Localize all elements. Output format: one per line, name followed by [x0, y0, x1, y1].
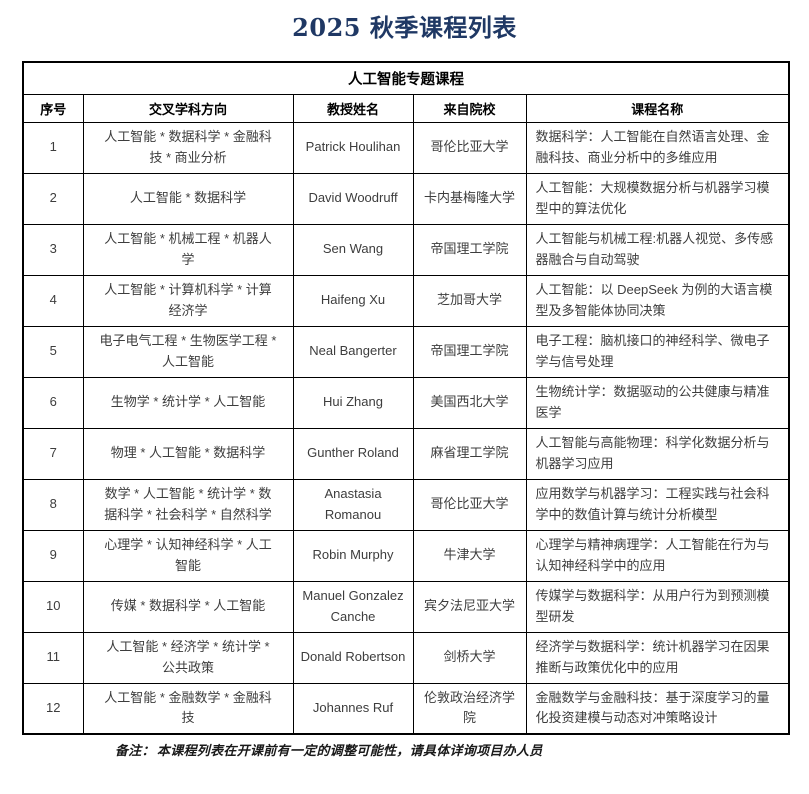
cell-professor: Patrick Houlihan	[292, 121, 414, 174]
table-row: 9 心理学 * 认知神经科学 * 人工智能 Robin Murphy 牛津大学 心理学与…	[22, 529, 790, 582]
cell-no: 11	[22, 631, 84, 684]
table-group-header-row: 人工智能专题课程	[22, 61, 790, 95]
cell-professor: Haifeng Xu	[292, 274, 414, 327]
cell-direction: 人工智能 * 经济学 * 统计学 * 公共政策	[82, 631, 294, 684]
cell-direction: 物理 * 人工智能 * 数据科学	[82, 427, 294, 480]
cell-university: 剑桥大学	[412, 631, 527, 684]
table-row: 12 人工智能 * 金融数学 * 金融科技 Johannes Ruf 伦敦政治经济学院…	[22, 682, 790, 735]
cell-professor: Sen Wang	[292, 223, 414, 276]
cell-professor: Manuel Gonzalez Canche	[292, 580, 414, 633]
cell-course: 电子工程：脑机接口的神经科学、微电子学与信号处理	[525, 325, 790, 378]
cell-course: 金融数学与金融科技：基于深度学习的量化投资建模与动态对冲策略设计	[525, 682, 790, 735]
table-row: 3 人工智能 * 机械工程 * 机器人学 Sen Wang 帝国理工学院 人工智能与机械…	[22, 223, 790, 276]
cell-no: 12	[22, 682, 84, 735]
cell-university: 伦敦政治经济学院	[412, 682, 527, 735]
cell-university: 美国西北大学	[412, 376, 527, 429]
cell-no: 8	[22, 478, 84, 531]
cell-no: 1	[22, 121, 84, 174]
cell-direction: 人工智能 * 计算机科学 * 计算经济学	[82, 274, 294, 327]
table-row: 6 生物学 * 统计学 * 人工智能 Hui Zhang 美国西北大学 生物统计学：数据…	[22, 376, 790, 429]
cell-course: 应用数学与机器学习：工程实践与社会科学中的数值计算与统计分析模型	[525, 478, 790, 531]
column-header-no: 序号	[22, 93, 84, 123]
cell-direction: 传媒 * 数据科学 * 人工智能	[82, 580, 294, 633]
course-table: 人工智能专题课程 序号 交叉学科方向 教授姓名 来自院校 课程名称 1 人工智能 …	[22, 61, 791, 735]
cell-no: 7	[22, 427, 84, 480]
cell-university: 牛津大学	[412, 529, 527, 582]
table-row: 5 电子电气工程 * 生物医学工程 * 人工智能 Neal Bangerter 帝国理…	[22, 325, 790, 378]
cell-direction: 生物学 * 统计学 * 人工智能	[82, 376, 294, 429]
table-group-header: 人工智能专题课程	[22, 61, 790, 95]
table-row: 7 物理 * 人工智能 * 数据科学 Gunther Roland 麻省理工学院 人工智…	[22, 427, 790, 480]
cell-no: 4	[22, 274, 84, 327]
cell-university: 宾夕法尼亚大学	[412, 580, 527, 633]
cell-no: 10	[22, 580, 84, 633]
cell-course: 人工智能与高能物理：科学化数据分析与机器学习应用	[525, 427, 790, 480]
cell-course: 生物统计学：数据驱动的公共健康与精准医学	[525, 376, 790, 429]
footnote-text: 本课程列表在开课前有一定的调整可能性，请具体详询项目办人员	[156, 743, 543, 758]
table-row: 11 人工智能 * 经济学 * 统计学 * 公共政策 Donald Robertso…	[22, 631, 790, 684]
table-row: 4 人工智能 * 计算机科学 * 计算经济学 Haifeng Xu 芝加哥大学 人工智能…	[22, 274, 790, 327]
table-row: 1 人工智能 * 数据科学 * 金融科技 * 商业分析 Patrick Houlih…	[22, 121, 790, 174]
column-header-direction: 交叉学科方向	[82, 93, 294, 123]
cell-direction: 人工智能 * 机械工程 * 机器人学	[82, 223, 294, 276]
table-row: 2 人工智能 * 数据科学 David Woodruff 卡内基梅隆大学 人工智能：大规…	[22, 172, 790, 225]
table-row: 8 数学 * 人工智能 * 统计学 * 数据科学 * 社会科学 * 自然科学 Ana…	[22, 478, 790, 531]
cell-direction: 人工智能 * 金融数学 * 金融科技	[82, 682, 294, 735]
cell-direction: 心理学 * 认知神经科学 * 人工智能	[82, 529, 294, 582]
cell-no: 3	[22, 223, 84, 276]
cell-direction: 数学 * 人工智能 * 统计学 * 数据科学 * 社会科学 * 自然科学	[82, 478, 294, 531]
cell-course: 传媒学与数据科学：从用户行为到预测模型研发	[525, 580, 790, 633]
cell-professor: Anastasia Romanou	[292, 478, 414, 531]
cell-course: 人工智能：大规模数据分析与机器学习模型中的算法优化	[525, 172, 790, 225]
cell-university: 帝国理工学院	[412, 223, 527, 276]
cell-professor: Neal Bangerter	[292, 325, 414, 378]
cell-course: 心理学与精神病理学：人工智能在行为与认知神经科学中的应用	[525, 529, 790, 582]
cell-university: 帝国理工学院	[412, 325, 527, 378]
column-header-course: 课程名称	[525, 93, 790, 123]
cell-course: 数据科学：人工智能在自然语言处理、金融科技、商业分析中的多维应用	[525, 121, 790, 174]
footnote: 备注： 本课程列表在开课前有一定的调整可能性，请具体详询项目办人员	[115, 740, 809, 759]
cell-professor: David Woodruff	[292, 172, 414, 225]
cell-course: 人工智能：以 DeepSeek 为例的大语言模型及多智能体协同决策	[525, 274, 790, 327]
cell-no: 6	[22, 376, 84, 429]
cell-no: 2	[22, 172, 84, 225]
column-header-university: 来自院校	[412, 93, 527, 123]
cell-university: 哥伦比亚大学	[412, 478, 527, 531]
cell-professor: Hui Zhang	[292, 376, 414, 429]
document-page: 2025 秋季课程列表 人工智能专题课程 序号 交叉学科方向 教授姓名 来自院校…	[0, 12, 809, 759]
cell-direction: 人工智能 * 数据科学 * 金融科技 * 商业分析	[82, 121, 294, 174]
cell-no: 5	[22, 325, 84, 378]
cell-direction: 电子电气工程 * 生物医学工程 * 人工智能	[82, 325, 294, 378]
cell-professor: Robin Murphy	[292, 529, 414, 582]
footnote-label: 备注：	[115, 743, 155, 758]
cell-direction: 人工智能 * 数据科学	[82, 172, 294, 225]
cell-professor: Gunther Roland	[292, 427, 414, 480]
cell-no: 9	[22, 529, 84, 582]
cell-course: 人工智能与机械工程:机器人视觉、多传感器融合与自动驾驶	[525, 223, 790, 276]
table-row: 10 传媒 * 数据科学 * 人工智能 Manuel Gonzalez Canche…	[22, 580, 790, 633]
page-title: 2025 秋季课程列表	[292, 13, 517, 42]
cell-professor: Donald Robertson	[292, 631, 414, 684]
cell-university: 芝加哥大学	[412, 274, 527, 327]
cell-university: 卡内基梅隆大学	[412, 172, 527, 225]
course-table-body: 1 人工智能 * 数据科学 * 金融科技 * 商业分析 Patrick Houlih…	[22, 121, 790, 735]
column-header-professor: 教授姓名	[292, 93, 414, 123]
cell-professor: Johannes Ruf	[292, 682, 414, 735]
cell-university: 麻省理工学院	[412, 427, 527, 480]
table-column-header-row: 序号 交叉学科方向 教授姓名 来自院校 课程名称	[22, 93, 790, 123]
cell-course: 经济学与数据科学：统计机器学习在因果推断与政策优化中的应用	[525, 631, 790, 684]
cell-university: 哥伦比亚大学	[412, 121, 527, 174]
